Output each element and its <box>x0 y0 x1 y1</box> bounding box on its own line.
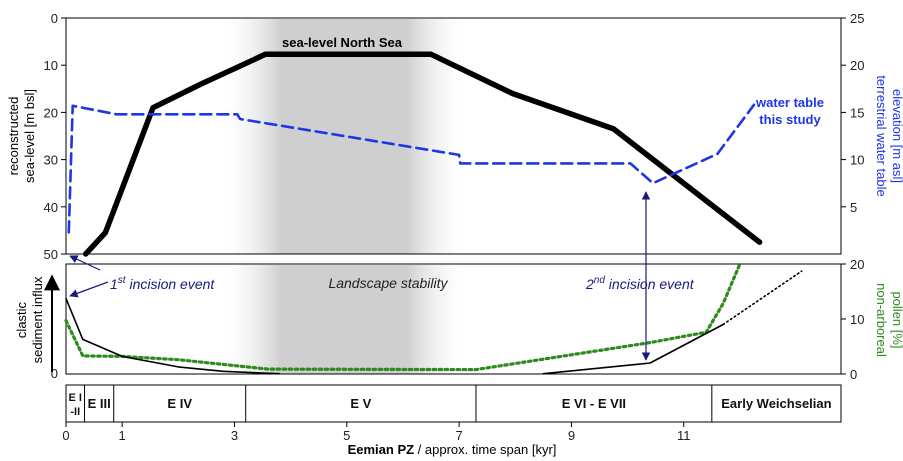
zone-label: E VI - E VII <box>562 396 626 411</box>
upper-right-tick-label: 5 <box>850 200 857 215</box>
series-layer <box>64 51 803 375</box>
sediment-influx-rising-line <box>542 323 724 375</box>
lower-left-tick-label: 0 <box>51 366 58 381</box>
x-tick-label: 7 <box>455 428 462 443</box>
zone-label: -II <box>70 406 80 418</box>
water-table-label-line2: this study <box>759 112 821 127</box>
upper-left-tick-label: 0 <box>51 11 58 26</box>
upper-right-ylabel-line1: terrestrial water table <box>874 75 889 196</box>
upper-right-tick-label: 10 <box>850 153 864 168</box>
lower-right-ylabel-line1: non-arboreal <box>874 283 889 357</box>
upper-left-ylabel-line2: sea-level [m bsl] <box>22 89 37 183</box>
x-tick-label: 1 <box>119 428 126 443</box>
upper-left-tick-label: 10 <box>44 58 58 73</box>
pollen-line <box>64 262 742 372</box>
zone-label: E I <box>69 392 82 404</box>
upper-right-tick-label: 15 <box>850 105 864 120</box>
lower-right-ylabel-line2: pollen [%] <box>890 291 903 348</box>
zone-label: E V <box>350 396 371 411</box>
axis-ticks: 0 10 20 30 40 50 5 10 15 20 25 0 10 20 0 0 1 3 5 7 9 11 <box>44 11 865 443</box>
x-tick-label: 9 <box>568 428 575 443</box>
zone-label: Early Weichselian <box>721 396 831 411</box>
water-table-line <box>67 103 756 234</box>
lower-right-tick-label: 20 <box>850 257 864 272</box>
first-incision-label: 1st incision event <box>110 275 215 292</box>
upper-right-tick-label: 20 <box>850 58 864 73</box>
upper-left-tick-label: 30 <box>44 153 58 168</box>
upper-left-tick-label: 20 <box>44 105 58 120</box>
upper-right-ylabel-line2: elevation [m asl] <box>890 89 903 183</box>
lower-right-tick-label: 10 <box>850 312 864 327</box>
zone-label: E III <box>88 396 111 411</box>
upper-right-tick-label: 25 <box>850 11 864 26</box>
lower-left-ylabel-line1: clastic <box>14 301 29 338</box>
x-tick-label: 0 <box>62 428 69 443</box>
sediment-influx-line <box>65 297 281 375</box>
landscape-stability-shade-lower <box>217 265 471 374</box>
upper-left-tick-label: 50 <box>44 247 58 262</box>
lower-left-ylabel-line2: sediment influx <box>30 276 45 363</box>
zone-label: E IV <box>167 396 192 411</box>
upper-panel-frame <box>65 17 842 255</box>
sea-level-line <box>82 51 763 257</box>
zone-strip-frame <box>65 384 842 423</box>
first-incision-arrow-up <box>69 255 101 271</box>
sea-level-series-label: sea-level North Sea <box>282 35 403 50</box>
landscape-stability-label: Landscape stability <box>328 275 448 291</box>
lower-right-tick-label: 0 <box>850 367 857 382</box>
x-tick-label: 3 <box>231 428 238 443</box>
upper-left-tick-label: 40 <box>44 200 58 215</box>
first-incision-arrow-down <box>69 281 109 298</box>
x-tick-label: 11 <box>677 428 691 443</box>
upper-left-ylabel-line1: reconstructed <box>6 97 21 176</box>
pollen-zones: E I -II E III E IV E V E VI - E VII Early Weic… <box>69 385 832 422</box>
water-table-label-line1: water table <box>755 95 824 110</box>
second-incision-label: 2nd incision event <box>585 275 695 292</box>
x-axis-label: Eemian PZ / approx. time span [kyr] <box>348 442 557 457</box>
x-tick-label: 5 <box>343 428 350 443</box>
